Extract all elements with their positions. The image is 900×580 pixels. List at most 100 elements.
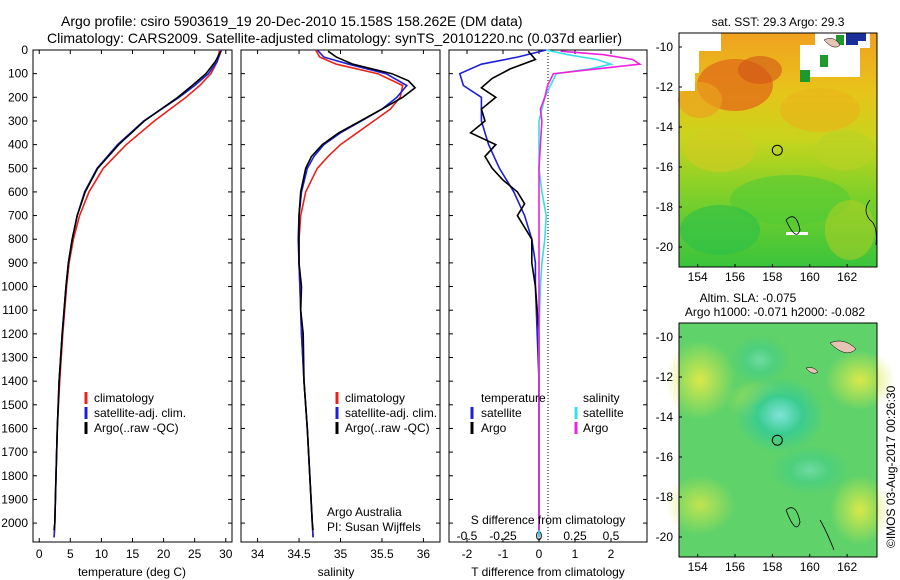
- series-line-climatology: [298, 49, 404, 538]
- sla-map-title-line2: Argo h1000: -0.071 h2000: -0.082: [685, 305, 865, 319]
- legend-label-climatology: climatology: [345, 391, 405, 405]
- x-tick-label: 35.5: [370, 547, 394, 561]
- credit-footer: ©IMOS 03-Aug-2017 00:26:30: [884, 385, 898, 548]
- x-tick-label: 5: [67, 547, 74, 561]
- sla-map: Altim. SLA: -0.075 Argo h1000: -0.071 h2…: [656, 291, 895, 574]
- sst-map-title: sat. SST: 29.3 Argo: 29.3: [712, 15, 845, 29]
- salinity-axes-frame: [240, 49, 441, 543]
- map-x-tick-label: 160: [800, 270, 820, 284]
- depth-tick-label: 500: [8, 161, 28, 175]
- series-line-argo-raw-qc-: [53, 50, 222, 531]
- map-x-tick-label: 154: [688, 270, 708, 284]
- salinity-x-axis: 34 34.5 35 35.5 36: [251, 50, 431, 561]
- x-tick-label: 34.5: [287, 547, 311, 561]
- depth-tick-label: 1100: [2, 303, 28, 317]
- t-difference-axis: -2 -1 0 1 2: [462, 538, 615, 561]
- map-x-tick-label: 162: [837, 560, 857, 574]
- temperature-x-axis: 0 5 10 15 20 25 30: [36, 50, 233, 561]
- depth-tick-label: 300: [8, 114, 28, 128]
- salinity-panel: 34 34.5 35 35.5 36 salinity climatology sate…: [240, 49, 441, 579]
- depth-tick-label: 0: [21, 43, 28, 57]
- x-tick-label: 35: [334, 547, 348, 561]
- legend-label-sal-argo: Argo: [583, 421, 609, 435]
- salinity-series: [297, 49, 417, 538]
- map-x-tick-label: 160: [800, 560, 820, 574]
- s-difference-xlabel: S difference from climatology: [471, 513, 626, 527]
- temperature-axes-frame: [32, 49, 233, 543]
- legend-label-sal-satellite: satellite: [583, 406, 624, 420]
- difference-panel: -2 -1 0 1 2 -0.5 -0.25 0 0.25 0.5 S difference f…: [448, 49, 648, 579]
- map-y-tick-label: -16: [656, 160, 674, 174]
- depth-tick-label: 1800: [1, 469, 28, 483]
- depth-tick-label: 1400: [1, 374, 28, 388]
- map-x-tick-label: 158: [762, 560, 782, 574]
- depth-tick-label: 400: [8, 138, 28, 152]
- map-x-tick-label: 154: [688, 560, 708, 574]
- series-line-temperature-argo: [469, 50, 540, 531]
- temperature-xlabel: temperature (deg C): [78, 565, 186, 579]
- sst-map: sat. SST: 29.3 Argo: 29.3: [656, 15, 878, 284]
- legend-label-argo: Argo(..raw -QC): [94, 421, 179, 435]
- x-tick-label: 34: [251, 547, 265, 561]
- series-line-argo-raw-qc-: [298, 50, 417, 531]
- x-tick-label: 36: [417, 547, 431, 561]
- map-y-tick-label: -10: [656, 330, 674, 344]
- legend-label-satellite: satellite-adj. clim.: [94, 406, 186, 420]
- legend-header-temperature: temperature: [481, 391, 546, 405]
- x-tick-label: 30: [219, 547, 233, 561]
- legend-label-satellite: satellite-adj. clim.: [345, 406, 437, 420]
- x-tick-label: 20: [157, 547, 171, 561]
- sla-map-axes: 154 156 158 160 162 -10 -12 -14 -16 -18 -20: [656, 330, 858, 574]
- depth-tick-label: 200: [8, 90, 28, 104]
- legend-label-argo: Argo(..raw -QC): [345, 421, 430, 435]
- map-y-tick-label: -18: [656, 200, 674, 214]
- salinity-depth-ticks: [241, 49, 440, 524]
- sst-argo-position-marker: [771, 144, 783, 156]
- map-y-tick-label: -20: [656, 530, 674, 544]
- depth-tick-label: 1700: [1, 445, 28, 459]
- depth-axis: 0 100 200 300 400 500 600 700 800 900 1000 1100 1200…: [1, 43, 232, 530]
- map-y-tick-label: -10: [656, 40, 674, 54]
- t-diff-tick-label: -1: [498, 547, 509, 561]
- t-diff-tick-label: 2: [608, 547, 615, 561]
- sla-coastlines: [785, 507, 835, 551]
- s-diff-tick-label: 0.5: [603, 529, 620, 543]
- depth-tick-label: 900: [8, 256, 28, 270]
- legend-label-climatology: climatology: [94, 391, 154, 405]
- map-y-tick-label: -12: [656, 80, 674, 94]
- figure-title-line2: Climatology: CARS2009. Satellite-adjuste…: [47, 30, 622, 46]
- x-tick-label: 10: [95, 547, 109, 561]
- depth-tick-label: 800: [8, 232, 28, 246]
- sst-heatmap-field: [678, 33, 877, 267]
- map-y-tick-label: -18: [656, 490, 674, 504]
- legend-header-salinity: salinity: [583, 391, 620, 405]
- sla-heatmap-field: [665, 323, 895, 557]
- depth-tick-label: 1300: [1, 351, 28, 365]
- x-tick-label: 15: [126, 547, 140, 561]
- depth-tick-label: 1500: [1, 398, 28, 412]
- temperature-panel: 0100200300400500600700800900100011001200…: [1, 43, 232, 579]
- x-tick-label: 25: [188, 547, 202, 561]
- map-y-tick-label: -16: [656, 450, 674, 464]
- s-diff-tick-label: 0.25: [563, 529, 587, 543]
- salinity-legend: climatology satellite-adj. clim. Argo(..…: [335, 391, 437, 435]
- temperature-series: [53, 49, 223, 538]
- map-x-tick-label: 156: [725, 270, 745, 284]
- series-line-satellite-adj-clim-: [53, 49, 223, 538]
- s-diff-tick-label: -0.25: [489, 529, 517, 543]
- series-line-salinity-argo: [538, 50, 643, 531]
- sla-argo-position-marker: [771, 434, 783, 446]
- sst-coastlines: [785, 199, 877, 246]
- depth-tick-label: 1000: [1, 280, 28, 294]
- depth-tick-label: 600: [8, 185, 28, 199]
- sla-map-title-line1: Altim. SLA: -0.075: [700, 291, 797, 305]
- depth-tick-label: 1600: [1, 421, 28, 435]
- institution-line1: Argo Australia: [327, 505, 402, 519]
- s-diff-tick-label: -0.5: [457, 529, 478, 543]
- sla-map-frame: [678, 322, 878, 558]
- map-x-tick-label: 156: [725, 560, 745, 574]
- series-line-temperature-satellite: [458, 49, 547, 538]
- series-line-salinity-satellite: [538, 49, 615, 538]
- depth-tick-label: 1200: [1, 327, 28, 341]
- institution-line2: PI: Susan Wijffels: [327, 520, 421, 534]
